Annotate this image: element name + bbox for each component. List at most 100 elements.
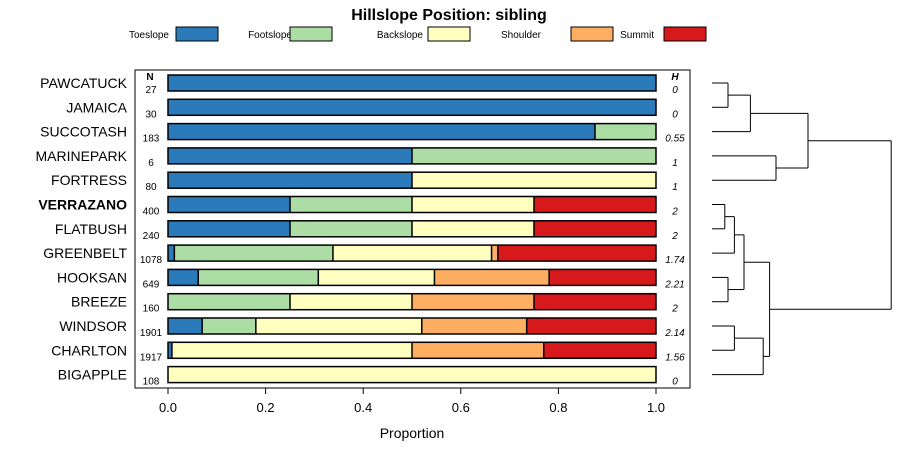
row-windsor: WINDSOR 1901 2.14 [59,317,685,339]
h-value: 0 [672,377,678,388]
row-greenbelt: GREENBELT 1078 1.74 [43,244,685,266]
row-succotash: SUCCOTASH 183 0.55 [40,122,685,145]
bar-rows: PAWCATUCK 27 0 JAMAICA 30 0 SUCCOTASH 183 0.55 MA… [35,74,685,388]
h-value: 2.21 [664,279,684,290]
bar-segment-summit [497,245,656,262]
bar-outline [167,244,657,262]
bar-segment-shoulder [434,269,550,286]
row-label: PAWCATUCK [40,75,128,91]
x-tick-label: 0.8 [549,400,567,415]
bar-segment-toeslope [168,269,199,286]
bar-segment-backslope [255,318,422,334]
row-label: FLATBUSH [55,221,127,237]
bar-segment-shoulder [412,342,544,359]
x-tick-label: 1.0 [647,400,665,415]
h-value: 1 [672,158,678,169]
x-axis-label: Proportion [380,425,445,441]
x-tick-label: 0.2 [257,400,275,415]
bar-segment-toeslope [168,196,290,213]
bar-segment-footslope [595,123,656,140]
h-value: 0 [672,109,678,120]
n-value: 649 [143,279,160,290]
n-column-header: N [146,72,153,83]
bar-segment-footslope [412,147,656,164]
bar-outline [167,98,657,117]
x-axis: 0.0 0.2 0.4 0.6 0.8 1.0 [159,388,665,415]
bar-segment-summit [549,269,656,286]
bar-segment-backslope [412,220,534,237]
bar-segment-toeslope [168,342,172,359]
bar-segment-backslope [318,269,435,286]
row-label: MARINEPARK [35,148,127,164]
chart-title: Hillslope Position: sibling [351,7,547,24]
bar-segment-summit [534,196,656,213]
bar-outline [167,147,657,165]
n-value: 1901 [140,328,163,339]
row-label: FORTRESS [51,172,127,188]
row-marinepark: MARINEPARK 6 1 [35,147,678,169]
n-value: 6 [148,158,154,169]
legend-label-footslope: Footslope [248,30,292,41]
bar-outline [167,341,657,360]
bar-outline [167,220,657,238]
bar-segment-summit [526,318,656,334]
bar-segment-shoulder [412,293,534,310]
h-value: 0.55 [665,134,685,145]
bar-outline [167,365,657,384]
bar-outline [167,292,657,311]
row-bigapple: BIGAPPLE 108 0 [58,365,678,388]
bar-outline [167,122,657,141]
h-value: 2 [671,207,678,218]
x-tick-label: 0.6 [452,400,470,415]
row-pawcatuck: PAWCATUCK 27 0 [40,74,678,96]
bar-outline [167,171,657,189]
bar-segment-footslope [168,293,290,310]
bar-segment-toeslope [168,75,656,91]
bar-segment-toeslope [168,318,203,334]
row-hooksan: HOOKSAN 649 2.21 [57,268,685,290]
row-label: BIGAPPLE [58,367,127,383]
n-value: 1917 [140,352,163,363]
bar-segment-toeslope [168,220,290,237]
h-value: 0 [672,85,678,96]
legend-label-backslope: Backslope [377,30,424,41]
n-value: 27 [145,85,157,96]
bar-segment-shoulder [491,245,498,262]
n-value: 160 [143,304,160,315]
bar-segment-backslope [412,172,656,189]
n-value: 240 [143,231,160,242]
row-label: VERRAZANO [38,197,127,213]
legend-label-shoulder: Shoulder [501,30,542,41]
legend-swatch-summit [663,26,707,42]
bar-segment-summit [543,342,656,359]
row-verrazano: VERRAZANO 400 2 [38,195,678,218]
legend-swatch-toeslope [175,26,219,42]
h-value: 2 [671,304,678,315]
legend-swatch-shoulder [570,26,614,42]
bar-segment-toeslope [168,123,595,140]
n-value: 80 [145,182,157,193]
legend-swatch-footslope [289,26,333,42]
bar-segment-backslope [412,196,534,213]
x-tick-label: 0.0 [159,400,177,415]
bar-segment-backslope [168,366,656,383]
row-label: BREEZE [71,294,127,310]
row-breeze: BREEZE 160 2 [71,292,678,315]
row-label: WINDSOR [59,318,127,334]
bar-segment-toeslope [168,172,412,189]
x-tick-label: 0.4 [354,400,372,415]
bar-segment-footslope [174,245,333,262]
bar-segment-footslope [290,220,412,237]
dendrogram [712,82,892,376]
h-value: 1.74 [665,255,685,266]
row-fortress: FORTRESS 80 1 [51,171,678,193]
bar-segment-backslope [171,342,412,359]
h-value: 1.56 [665,352,685,363]
bar-segment-footslope [202,318,256,334]
row-label: JAMAICA [66,99,127,115]
row-flatbush: FLATBUSH 240 2 [55,220,678,242]
bar-segment-summit [534,293,656,310]
row-jamaica: JAMAICA 30 0 [66,98,678,120]
h-value: 1 [672,182,678,193]
n-value: 108 [143,377,160,388]
